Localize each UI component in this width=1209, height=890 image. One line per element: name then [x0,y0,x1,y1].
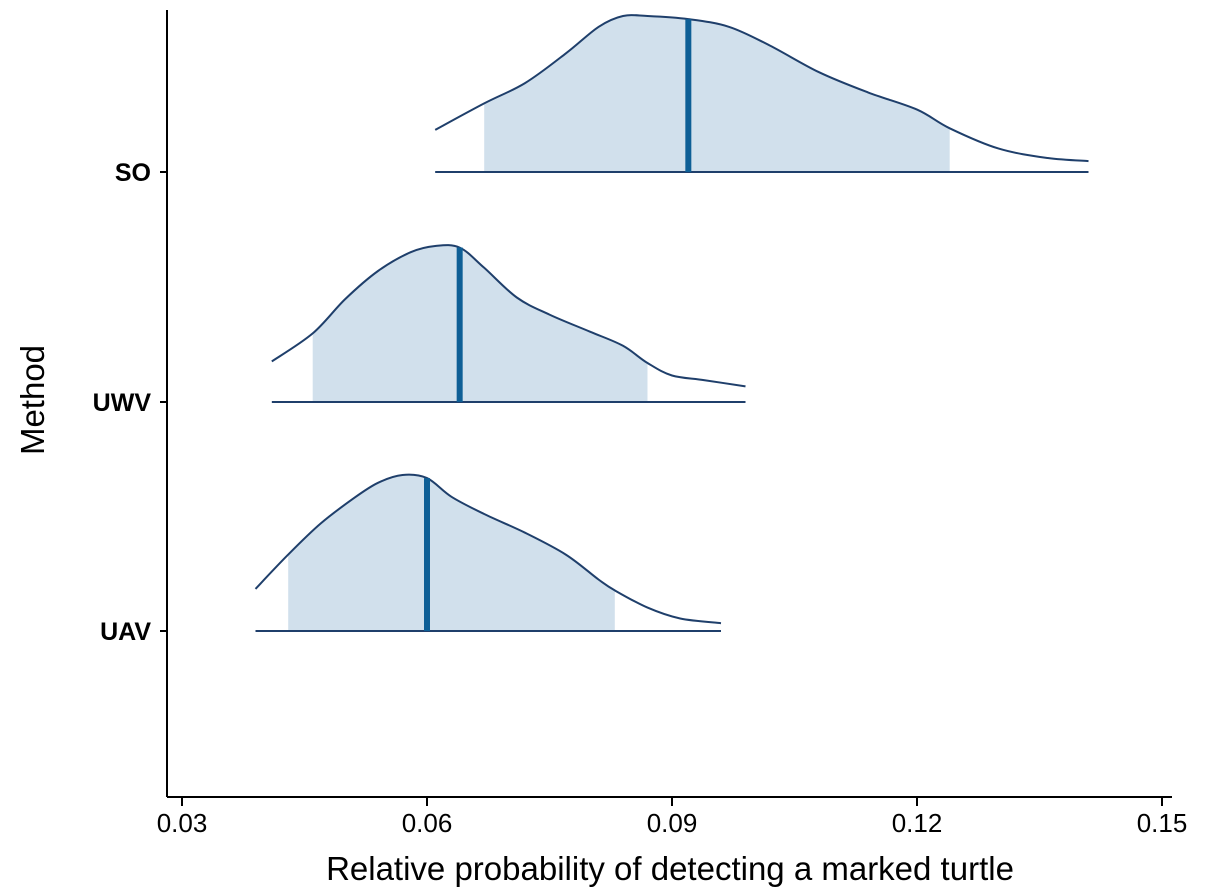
x-axis-title: Relative probability of detecting a mark… [326,850,1014,887]
density-curve-so [434,14,1089,163]
density-ridges [254,14,1089,632]
y-category-label: UAV [100,618,151,646]
credible-interval-uwv [312,245,648,402]
y-category-label: SO [115,159,151,187]
y-category-label: UWV [93,389,152,417]
density-curve-uav [254,473,722,625]
x-tick-label: 0.09 [647,808,698,838]
x-tick-label: 0.12 [892,808,943,838]
y-axis-title: Method [14,345,51,455]
density-curve-uwv [271,244,746,388]
x-tick-label: 0.03 [157,808,208,838]
ridge-uav [254,473,722,632]
ridge-uwv [271,244,746,403]
credible-interval-uav [288,474,615,631]
x-tick-label: 0.06 [402,808,453,838]
x-tick-label: 0.15 [1137,808,1188,838]
axes: 0.03 0.06 0.09 0.12 0.15 SO UWV UAV [93,10,1188,838]
ridge-so [434,14,1089,173]
credible-interval-so [484,15,950,173]
